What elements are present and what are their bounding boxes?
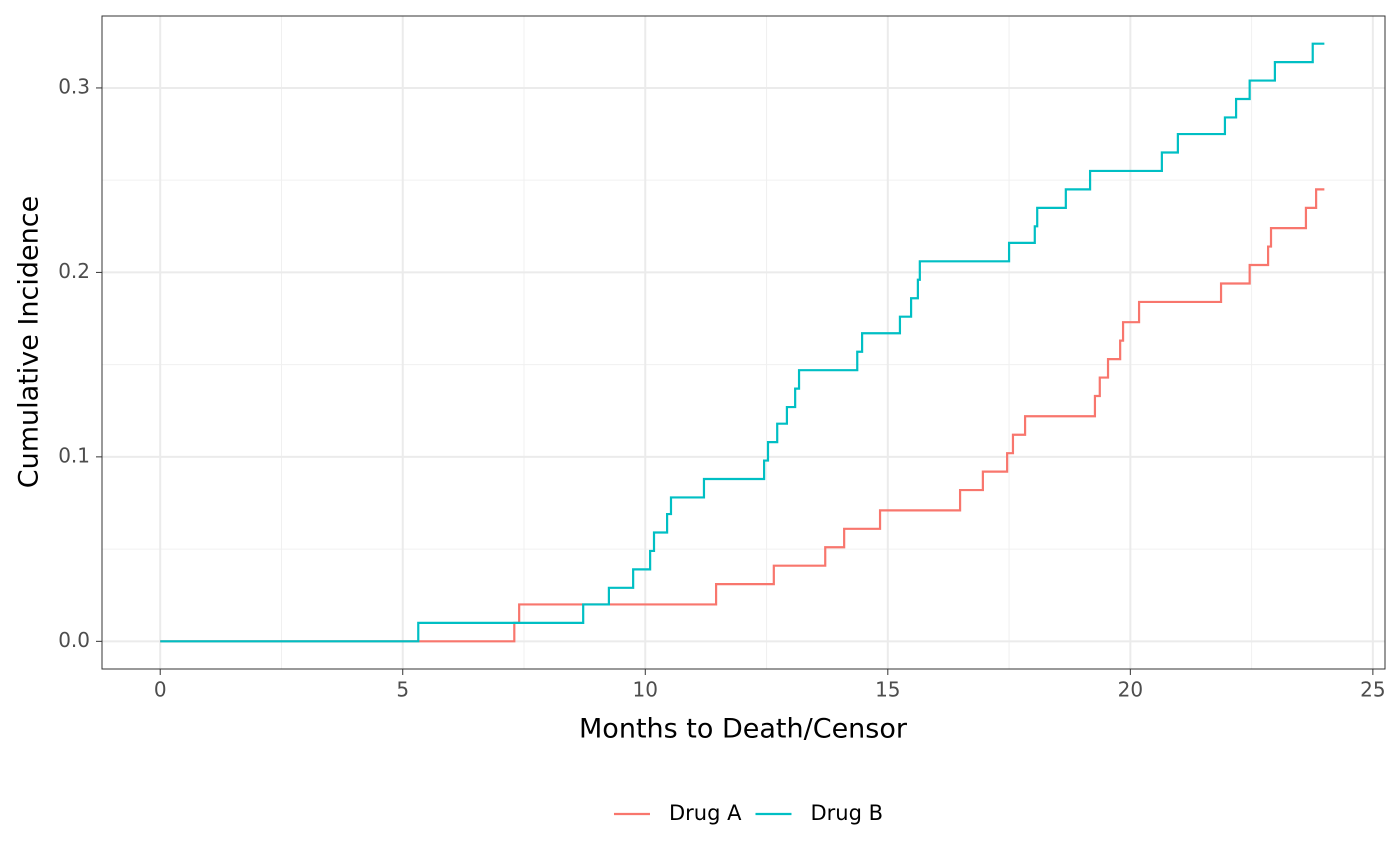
step-line bbox=[160, 42, 1325, 643]
y-tick-label: 0.1 bbox=[58, 443, 90, 467]
x-tick-label: 0 bbox=[154, 678, 167, 702]
y-axis-title: Cumulative Incidence bbox=[14, 196, 45, 488]
x-tick-label: 15 bbox=[875, 678, 900, 702]
step-line bbox=[160, 188, 1325, 643]
legend-label: Drug B bbox=[810, 801, 883, 825]
x-tick-label: 10 bbox=[633, 678, 658, 702]
y-tick-label: 0.0 bbox=[58, 628, 90, 652]
y-tick-label: 0.3 bbox=[58, 74, 90, 98]
x-tick-label: 25 bbox=[1360, 678, 1385, 702]
y-tick-label: 0.2 bbox=[58, 259, 90, 283]
legend-label: Drug A bbox=[669, 801, 742, 825]
x-axis-title: Months to Death/Censor bbox=[579, 714, 908, 745]
x-tick-label: 5 bbox=[396, 678, 409, 702]
x-tick-label: 20 bbox=[1118, 678, 1143, 702]
panel-border bbox=[101, 15, 1386, 670]
